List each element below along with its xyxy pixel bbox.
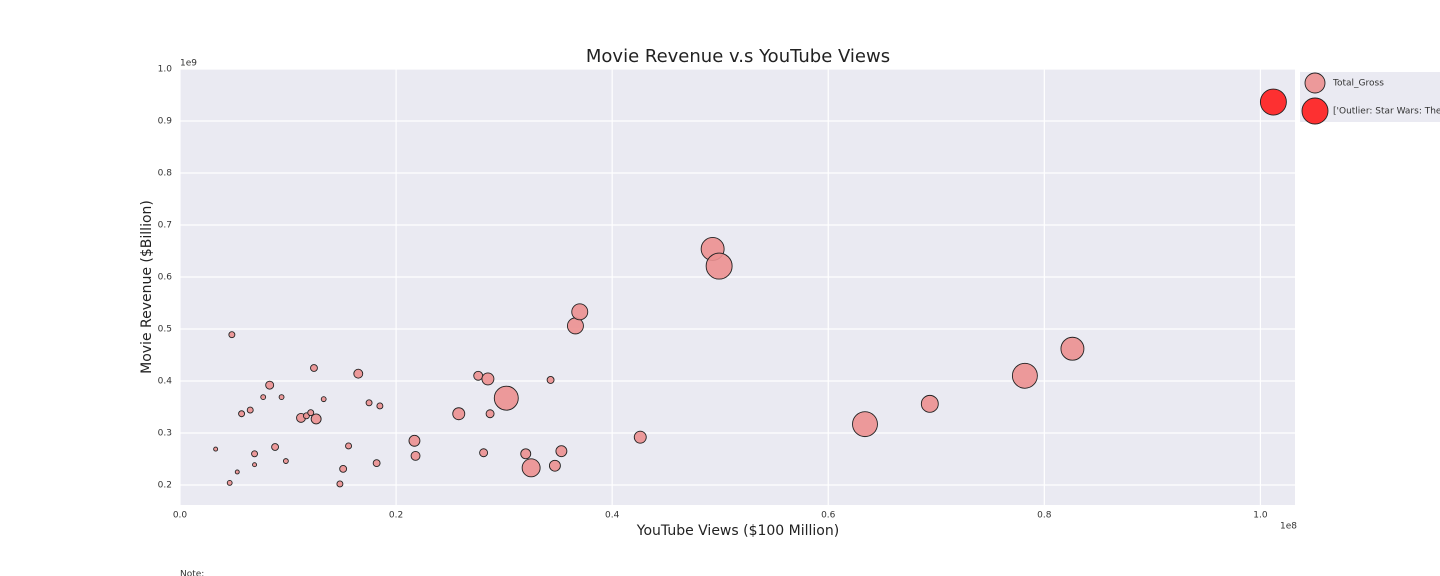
bubble bbox=[548, 459, 561, 472]
bubble bbox=[566, 317, 584, 335]
marks bbox=[213, 88, 1287, 488]
y-tick-label: 1.0 bbox=[158, 65, 173, 75]
x-tick-label: 0.0 bbox=[173, 511, 188, 521]
x-tick-label: 0.2 bbox=[389, 511, 403, 521]
bubble bbox=[365, 399, 373, 407]
grid bbox=[179, 68, 1295, 505]
legend-marker bbox=[1304, 72, 1326, 94]
y-tick-label: 0.9 bbox=[158, 116, 173, 126]
x-axis-label: YouTube Views ($100 Million) bbox=[636, 523, 839, 539]
bubble bbox=[228, 331, 236, 339]
bubble bbox=[310, 364, 318, 372]
legend-marker bbox=[1301, 97, 1329, 125]
bubble bbox=[493, 385, 519, 411]
bubble bbox=[260, 394, 267, 401]
bubble bbox=[521, 458, 541, 478]
x-offset-text: 1e8 bbox=[1280, 522, 1297, 532]
bubble bbox=[520, 448, 532, 460]
chart-title: Movie Revenue v.s YouTube Views bbox=[586, 46, 890, 67]
bubble bbox=[345, 442, 352, 450]
bubble bbox=[473, 370, 484, 381]
bubble bbox=[310, 413, 322, 425]
bubble bbox=[271, 443, 279, 451]
note: Note: bbox=[180, 570, 204, 576]
bubble bbox=[633, 430, 647, 444]
bubble bbox=[479, 448, 489, 458]
bubble bbox=[1259, 88, 1287, 116]
y-tick-label: 0.7 bbox=[158, 220, 172, 230]
bubble bbox=[336, 480, 344, 488]
y-offset-text: 1e9 bbox=[180, 59, 197, 69]
y-axis-label: Movie Revenue ($Billion) bbox=[139, 200, 155, 374]
legend-entries: Total_Gross ['Outlier: Star Wars: The bbox=[1301, 72, 1440, 125]
bubble bbox=[410, 450, 421, 461]
bubble bbox=[353, 368, 364, 379]
y-tick-label: 0.8 bbox=[158, 168, 173, 178]
plot-area bbox=[180, 69, 1295, 505]
y-tick-label: 0.5 bbox=[158, 324, 172, 334]
bubble bbox=[234, 469, 240, 475]
bubble bbox=[546, 376, 555, 384]
legend-label: Total_Gross bbox=[1332, 79, 1384, 89]
bubble bbox=[278, 394, 285, 401]
legend-label: ['Outlier: Star Wars: The bbox=[1333, 107, 1440, 117]
bubble bbox=[251, 450, 258, 458]
bubble bbox=[226, 480, 233, 486]
bubble bbox=[376, 402, 384, 410]
bubble bbox=[252, 462, 257, 468]
bubble bbox=[265, 380, 275, 390]
bubble bbox=[238, 410, 246, 418]
bubble bbox=[1011, 362, 1038, 389]
bubble bbox=[452, 407, 466, 421]
bubble bbox=[246, 406, 254, 414]
bubble bbox=[282, 458, 289, 464]
bubble bbox=[705, 252, 733, 280]
bubble bbox=[320, 396, 327, 403]
bubble bbox=[555, 445, 568, 458]
y-tick-label: 0.6 bbox=[158, 272, 173, 282]
bubble bbox=[481, 372, 495, 386]
x-tick-label: 0.8 bbox=[1037, 511, 1052, 521]
bubble bbox=[571, 303, 589, 321]
bubble bbox=[213, 446, 219, 452]
bubble bbox=[307, 409, 315, 417]
bubble bbox=[408, 434, 421, 447]
y-tick-label: 0.3 bbox=[158, 428, 172, 438]
bubble bbox=[485, 409, 495, 419]
x-tick-label: 0.4 bbox=[605, 511, 620, 521]
x-tick-label: 1.0 bbox=[1253, 511, 1268, 521]
bubble bbox=[852, 411, 878, 438]
y-tick-label: 0.4 bbox=[158, 376, 173, 386]
y-tick-label: 0.2 bbox=[158, 480, 172, 490]
bubble bbox=[1060, 336, 1085, 361]
x-tick-label: 0.6 bbox=[821, 511, 836, 521]
bubble bbox=[372, 459, 381, 468]
bubble bbox=[920, 394, 939, 413]
bubble bbox=[339, 464, 348, 473]
